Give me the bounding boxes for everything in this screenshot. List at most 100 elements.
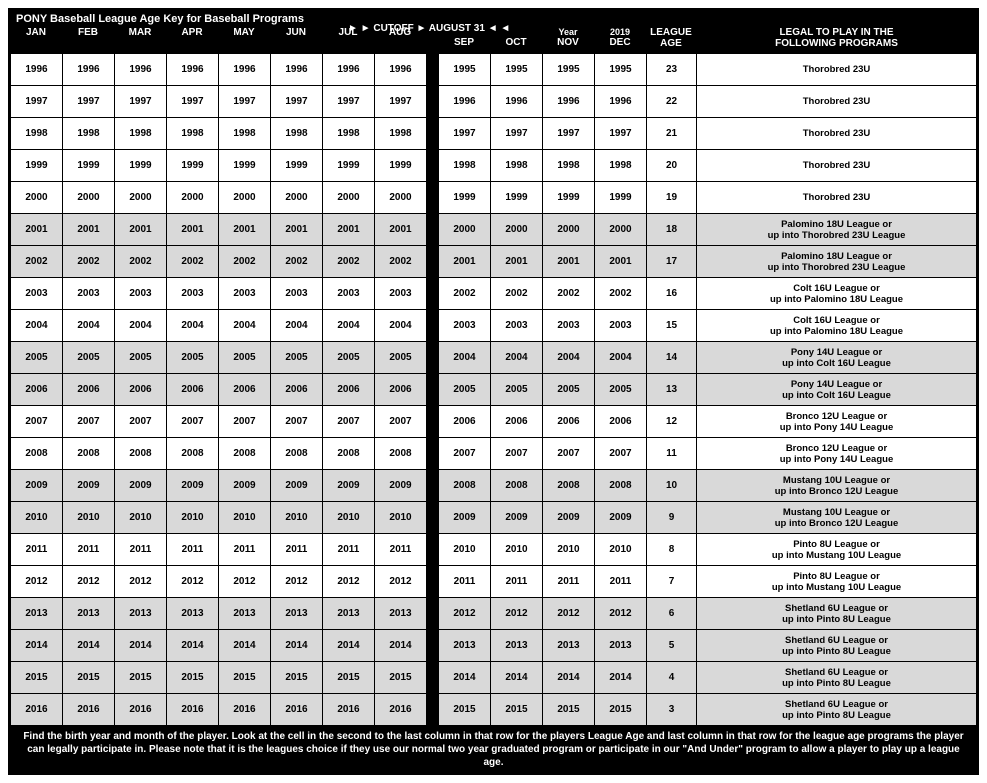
year-cell: 1996 (11, 54, 63, 86)
gap-cell (427, 438, 439, 470)
league-age-cell: 17 (647, 246, 697, 278)
year-cell: 2001 (219, 214, 271, 246)
year-cell: 2008 (11, 438, 63, 470)
year-cell: 2003 (543, 310, 595, 342)
year-cell: 2015 (375, 662, 427, 694)
year-cell: 2008 (323, 438, 375, 470)
year-cell: 2007 (491, 438, 543, 470)
year-cell: 2004 (543, 342, 595, 374)
year-cell: 1996 (63, 54, 115, 86)
year-cell: 2013 (491, 630, 543, 662)
year-cell: 2009 (167, 470, 219, 502)
year-cell: 2008 (491, 470, 543, 502)
year-cell: 2013 (219, 598, 271, 630)
year-cell: 2006 (115, 374, 167, 406)
year-cell: 2006 (491, 406, 543, 438)
year-cell: 2015 (439, 694, 491, 726)
column-header: LEGAL TO PLAY IN THEFOLLOWING PROGRAMS (696, 25, 977, 53)
year-cell: 2009 (491, 502, 543, 534)
year-cell: 1999 (595, 182, 647, 214)
year-cell: 2011 (439, 566, 491, 598)
year-cell: 2001 (543, 246, 595, 278)
year-cell: 2000 (323, 182, 375, 214)
year-cell: 2015 (219, 662, 271, 694)
year-cell: 2007 (115, 406, 167, 438)
program-cell: Mustang 10U League orup into Bronco 12U … (697, 502, 977, 534)
year-cell: 1995 (439, 54, 491, 86)
year-cell: 2007 (63, 406, 115, 438)
year-cell: 2004 (11, 310, 63, 342)
year-cell: 2013 (439, 630, 491, 662)
year-cell: 2002 (115, 246, 167, 278)
year-cell: 2002 (11, 246, 63, 278)
year-cell: 2004 (115, 310, 167, 342)
table-row: 2013201320132013201320132013201320122012… (11, 598, 977, 630)
year-cell: 2014 (543, 662, 595, 694)
year-cell: 2010 (219, 502, 271, 534)
table-row: 2001200120012001200120012001200120002000… (11, 214, 977, 246)
year-cell: 2016 (375, 694, 427, 726)
year-cell: 2012 (543, 598, 595, 630)
year-cell: 2011 (323, 534, 375, 566)
gap-cell (427, 598, 439, 630)
year-cell: 2012 (491, 598, 543, 630)
year-cell: 2000 (543, 214, 595, 246)
program-cell: Bronco 12U League orup into Pony 14U Lea… (697, 438, 977, 470)
year-cell: 2002 (375, 246, 427, 278)
year-cell: 2012 (219, 566, 271, 598)
program-cell: Palomino 18U League orup into Thorobred … (697, 214, 977, 246)
year-cell: 1997 (491, 118, 543, 150)
year-cell: 1999 (11, 150, 63, 182)
year-cell: 2006 (595, 406, 647, 438)
year-cell: 1996 (595, 86, 647, 118)
year-cell: 2009 (63, 470, 115, 502)
year-cell: 1999 (543, 182, 595, 214)
year-cell: 2003 (167, 278, 219, 310)
column-header: FEB (62, 25, 114, 53)
year-cell: 2001 (271, 214, 323, 246)
year-cell: 1996 (219, 54, 271, 86)
year-cell: 2005 (491, 374, 543, 406)
year-cell: 1997 (271, 86, 323, 118)
year-cell: 2001 (115, 214, 167, 246)
year-cell: 2000 (63, 182, 115, 214)
year-cell: 2001 (167, 214, 219, 246)
table-row: 2016201620162016201620162016201620152015… (11, 694, 977, 726)
gap-cell (427, 534, 439, 566)
year-cell: 1995 (543, 54, 595, 86)
gap-cell (427, 470, 439, 502)
program-cell: Thorobred 23U (697, 86, 977, 118)
year-cell: 2004 (219, 310, 271, 342)
program-cell: Pony 14U League orup into Colt 16U Leagu… (697, 342, 977, 374)
year-cell: 2013 (595, 630, 647, 662)
gap-cell (427, 566, 439, 598)
year-cell: 2015 (115, 662, 167, 694)
year-cell: 2015 (167, 662, 219, 694)
year-cell: 2001 (11, 214, 63, 246)
year-cell: 1999 (63, 150, 115, 182)
year-cell: 2015 (271, 662, 323, 694)
column-header: MAR (114, 25, 166, 53)
year-cell: 2011 (167, 534, 219, 566)
column-header: JAN (10, 25, 62, 53)
year-cell: 2004 (63, 310, 115, 342)
year-cell: 2005 (63, 342, 115, 374)
year-cell: 2003 (595, 310, 647, 342)
year-cell: 2014 (595, 662, 647, 694)
year-cell: 2013 (543, 630, 595, 662)
year-cell: 1999 (491, 182, 543, 214)
league-age-cell: 18 (647, 214, 697, 246)
year-cell: 2008 (543, 470, 595, 502)
gap-cell (427, 182, 439, 214)
year-cell: 1997 (167, 86, 219, 118)
program-cell: Palomino 18U League orup into Thorobred … (697, 246, 977, 278)
year-cell: 2004 (439, 342, 491, 374)
year-cell: 2005 (595, 374, 647, 406)
gap-cell (427, 86, 439, 118)
year-cell: 2001 (439, 246, 491, 278)
year-cell: 1996 (439, 86, 491, 118)
year-cell: 1998 (167, 118, 219, 150)
program-cell: Pinto 8U League orup into Mustang 10U Le… (697, 566, 977, 598)
program-cell: Thorobred 23U (697, 54, 977, 86)
year-cell: 2011 (543, 566, 595, 598)
